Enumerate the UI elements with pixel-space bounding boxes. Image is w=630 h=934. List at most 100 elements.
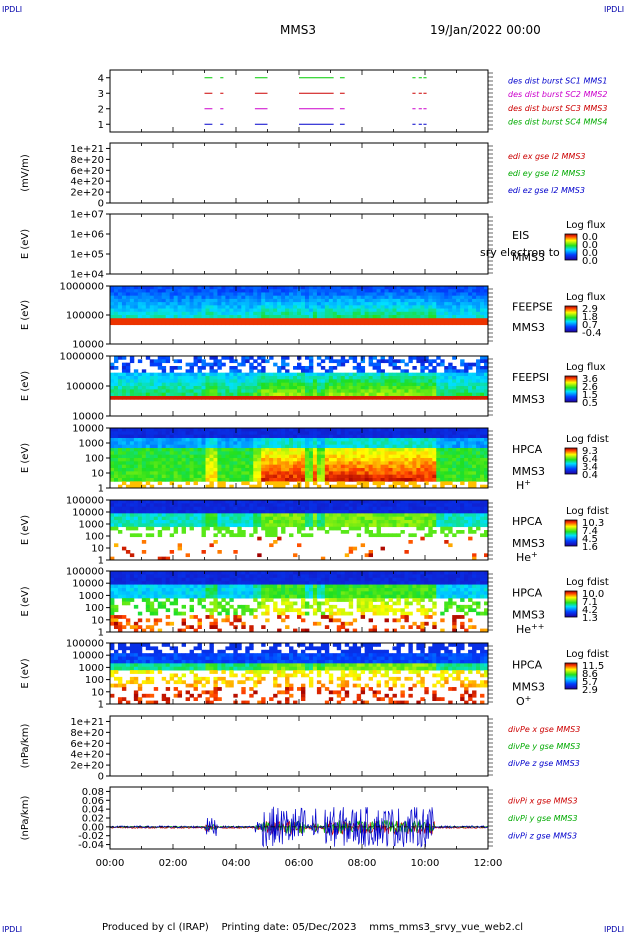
panel-hpca_h-cell bbox=[141, 441, 147, 446]
panel-hpca_h-cell bbox=[312, 444, 318, 449]
panel-feepsi-cell bbox=[153, 359, 159, 364]
panel-hpca_he-cell bbox=[404, 523, 409, 528]
panel-hpca_h-cell bbox=[460, 434, 465, 439]
panel-hpca_h-cell bbox=[472, 454, 477, 459]
panel-hpca_he-cell bbox=[273, 533, 278, 538]
panel-hpca_he-cell bbox=[388, 520, 393, 524]
panel-feepsi-cell bbox=[420, 356, 425, 360]
panel-hpca_h-cell bbox=[456, 478, 461, 482]
panel-hpca_h-cell bbox=[273, 428, 278, 432]
panel-hpca_he-cell bbox=[348, 506, 354, 511]
panel-feepsi-cell bbox=[408, 396, 413, 400]
panel-hpca_he-cell bbox=[360, 520, 366, 524]
panel-feepsi-cell bbox=[189, 379, 194, 384]
panel-hpca_h-cell bbox=[336, 468, 342, 472]
panel-hpca_h-cell bbox=[261, 468, 266, 472]
panel-feepsi-cell bbox=[145, 389, 151, 394]
panel-hpca_h-cell bbox=[113, 458, 119, 462]
panel-feepse-cell bbox=[141, 286, 147, 290]
panel-feepsi-cell bbox=[177, 366, 183, 370]
panel-feepse-cell bbox=[141, 305, 147, 309]
panel-hpca_he-cell bbox=[269, 503, 274, 508]
panel-hpca_he-cell bbox=[237, 526, 242, 531]
panel-hpca_h-cell bbox=[181, 478, 186, 482]
panel-hpca_h-cell bbox=[297, 444, 302, 449]
panel-feepse-cell bbox=[185, 318, 190, 322]
panel-feepse-cell bbox=[468, 305, 473, 309]
panel-feepse-cell bbox=[316, 311, 322, 316]
panel-hpca_h-cell bbox=[205, 448, 210, 452]
panel-feepse-cell bbox=[480, 292, 485, 297]
panel-feepse-cell bbox=[113, 298, 119, 303]
panel-hpca_h-cell bbox=[424, 474, 429, 479]
panel-hpca_h-cell bbox=[137, 454, 143, 459]
panel-feepsi-cell bbox=[201, 359, 206, 364]
panel-feepse-cell bbox=[265, 311, 270, 316]
panel-feepse-cell bbox=[161, 315, 167, 319]
panel-feepse-cell bbox=[300, 315, 306, 319]
panel-feepse-cell bbox=[110, 302, 115, 306]
panel-hpca_h-cell bbox=[201, 441, 206, 446]
panel-feepse-cell bbox=[304, 302, 310, 306]
panel-hpca_h-cell bbox=[269, 431, 274, 436]
panel-hpca_he-cell bbox=[173, 500, 179, 504]
panel-hpca_he-cell bbox=[173, 506, 179, 511]
panel-hpca_h-cell bbox=[376, 458, 381, 462]
panel-hpca_h-cell bbox=[476, 458, 481, 462]
panel-feepse-ytick-label: 10000 bbox=[72, 340, 104, 351]
panel-feepsi-cell bbox=[145, 379, 151, 384]
panel-hpca_h-cell bbox=[257, 468, 262, 472]
panel-feepsi-cell bbox=[281, 389, 286, 394]
panel-feepsi-cell bbox=[277, 396, 282, 400]
panel-hpca_he-cell bbox=[428, 530, 433, 534]
panel-feepse-cell bbox=[380, 302, 385, 306]
panel-feepsi-cell bbox=[472, 382, 477, 387]
panel-feepsi-cell bbox=[161, 372, 167, 377]
panel-feepsi-cell bbox=[213, 379, 218, 384]
panel-hpca_h-cell bbox=[289, 464, 294, 469]
panel-hpca_h-cell bbox=[392, 428, 397, 432]
panel-feepse-cell bbox=[332, 286, 338, 290]
panel-feepse-cell bbox=[356, 305, 362, 309]
panel-hpca_h-cell bbox=[484, 448, 489, 452]
panel-feepse-cell bbox=[400, 305, 405, 309]
panel-hpca_h-cell bbox=[380, 451, 385, 456]
panel-hpca_h-cell bbox=[480, 478, 485, 482]
panel-hpca_he-cell bbox=[352, 523, 358, 528]
panel-hpca_he-cell bbox=[205, 503, 210, 508]
panel-hpca_he-cell bbox=[340, 510, 346, 514]
panel-hpca_h-cell bbox=[460, 481, 465, 486]
panel-hpca_he-cell bbox=[281, 506, 286, 511]
panel-hpca_he-cell bbox=[217, 516, 222, 521]
panel-feepsi-cell bbox=[408, 356, 413, 360]
panel-hpca_he-cell bbox=[412, 516, 417, 521]
panel-feepsi-cell bbox=[412, 356, 417, 360]
panel-hpca_he-cell bbox=[404, 520, 409, 524]
panel-feepsi-cell bbox=[300, 379, 306, 384]
panel-feepsi-cell bbox=[476, 362, 481, 367]
panel-hpca_he-cell bbox=[137, 503, 143, 508]
panel-feepse-cell bbox=[217, 295, 222, 300]
panel-hpca_h-cell bbox=[396, 468, 401, 472]
panel-hpca_h-cell bbox=[129, 461, 135, 466]
panel-hpca_he-cell bbox=[376, 523, 381, 528]
panel-hpca_h-cell bbox=[372, 431, 377, 436]
panel-hpca_h-cell bbox=[193, 428, 198, 432]
panel-hpca_h-cell bbox=[436, 428, 441, 432]
panel-hpca_he-cell bbox=[277, 503, 282, 508]
panel-hpca_he-cell bbox=[308, 520, 314, 524]
panel-hpca_he-cell bbox=[380, 510, 385, 514]
panel-feepsi-cell bbox=[444, 386, 449, 390]
panel-feepse-cell bbox=[237, 321, 242, 326]
panel-hpca_h-cell bbox=[388, 428, 393, 432]
panel-hpca_h-cell bbox=[110, 478, 115, 482]
panel-hpca_h-cell bbox=[440, 438, 445, 442]
panel-hpca_h-cell bbox=[201, 474, 206, 479]
panel-hpca_he-cell bbox=[348, 510, 354, 514]
panel-hpca_h-cell bbox=[400, 484, 405, 489]
panel-feepsi-cell bbox=[125, 369, 131, 374]
panel-hpca_h-cell bbox=[476, 431, 481, 436]
panel-feepsi-cell bbox=[484, 392, 489, 397]
panel-feepsi-cell bbox=[304, 356, 310, 360]
panel-feepse-cell bbox=[269, 305, 274, 309]
